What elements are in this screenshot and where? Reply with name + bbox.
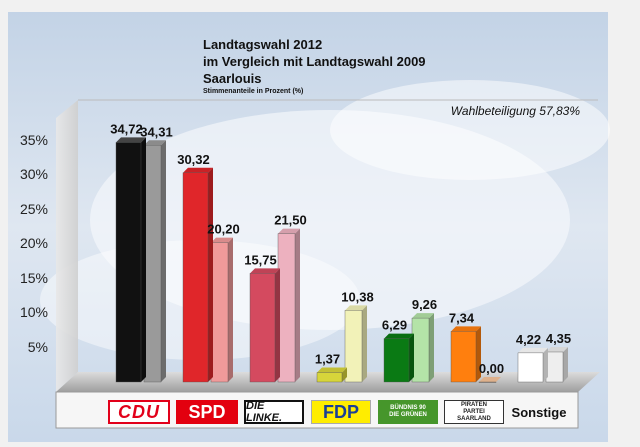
data-label-2012: 30,32	[177, 152, 210, 167]
bar-2009	[277, 228, 300, 383]
bar-2009	[143, 140, 166, 383]
data-label-2012: 4,22	[516, 332, 541, 347]
chart-title-block: Landtagswahl 2012 im Vergleich mit Landt…	[203, 36, 426, 97]
bar-2012	[450, 326, 481, 383]
y-tick-label: 25%	[19, 200, 48, 217]
piraten-logo-text-3: SAARLAND	[457, 415, 491, 422]
data-label-2009: 0,00	[479, 361, 504, 376]
fdp-logo-text: FDP	[323, 401, 359, 422]
bar-2009	[478, 377, 501, 383]
data-label-2012: 6,29	[382, 318, 407, 333]
bar-2012	[249, 268, 280, 383]
gruene-logo: BÜNDNIS 90 DIE GRÜNEN	[378, 400, 438, 424]
data-label-2009: 21,50	[274, 213, 307, 228]
chart-subtitle-2: Saarlouis	[203, 71, 262, 86]
bar-2012	[383, 333, 414, 383]
piraten-logo-text-2: PARTEI	[463, 408, 485, 415]
data-label-2012: 1,37	[315, 352, 340, 367]
data-label-2009: 10,38	[341, 289, 374, 304]
data-label-2009: 9,26	[412, 297, 437, 312]
y-tick-label: 10%	[19, 304, 48, 320]
bar-2012	[115, 137, 146, 383]
linke-logo: DIE LINKE.	[244, 400, 304, 424]
cdu-logo-text: CDU	[118, 401, 160, 422]
y-tick-label: 35%	[19, 131, 48, 148]
gruene-logo-text-1: BÜNDNIS 90	[390, 405, 426, 411]
bar-2009	[344, 305, 367, 383]
bar-2009	[210, 237, 233, 383]
data-label-2012: 15,75	[244, 252, 277, 267]
data-label-2009: 4,35	[546, 331, 571, 346]
data-label-2012: 7,34	[449, 310, 475, 325]
spd-logo: SPD	[176, 400, 238, 424]
bar-2009	[411, 313, 434, 383]
y-tick-label: 20%	[19, 235, 48, 251]
sonstige-label: Sonstige	[508, 400, 570, 424]
chart-note: Stimmenanteile in Prozent (%)	[203, 88, 304, 95]
chart-subtitle-1: im Vergleich mit Landtagswahl 2009	[203, 54, 426, 69]
piraten-logo: PIRATEN PARTEI SAARLAND	[444, 400, 504, 424]
bar-2012	[182, 167, 213, 383]
y-tick-label: 5%	[27, 338, 48, 355]
turnout-label: Wahlbeteiligung 57,83%	[450, 104, 580, 118]
data-label-2009: 20,20	[207, 222, 240, 237]
gruene-logo-text-2: DIE GRÜNEN	[389, 412, 427, 418]
data-label-2009: 34,31	[140, 124, 173, 139]
fdp-logo: FDP	[311, 400, 371, 424]
sonstige-label-text: Sonstige	[511, 404, 567, 420]
bar-2009	[545, 346, 568, 383]
bar-2012	[517, 347, 548, 383]
y-tick-label: 30%	[19, 166, 48, 182]
spd-logo-text: SPD	[188, 401, 226, 422]
bar-2012	[316, 367, 347, 383]
cdu-logo: CDU	[108, 400, 170, 424]
y-tick-label: 15%	[19, 269, 48, 286]
chart-title: Landtagswahl 2012	[203, 37, 323, 52]
piraten-logo-text-1: PIRATEN	[461, 401, 487, 408]
linke-logo-text: DIE LINKE.	[246, 400, 283, 424]
data-label-2012: 34,72	[110, 121, 143, 136]
